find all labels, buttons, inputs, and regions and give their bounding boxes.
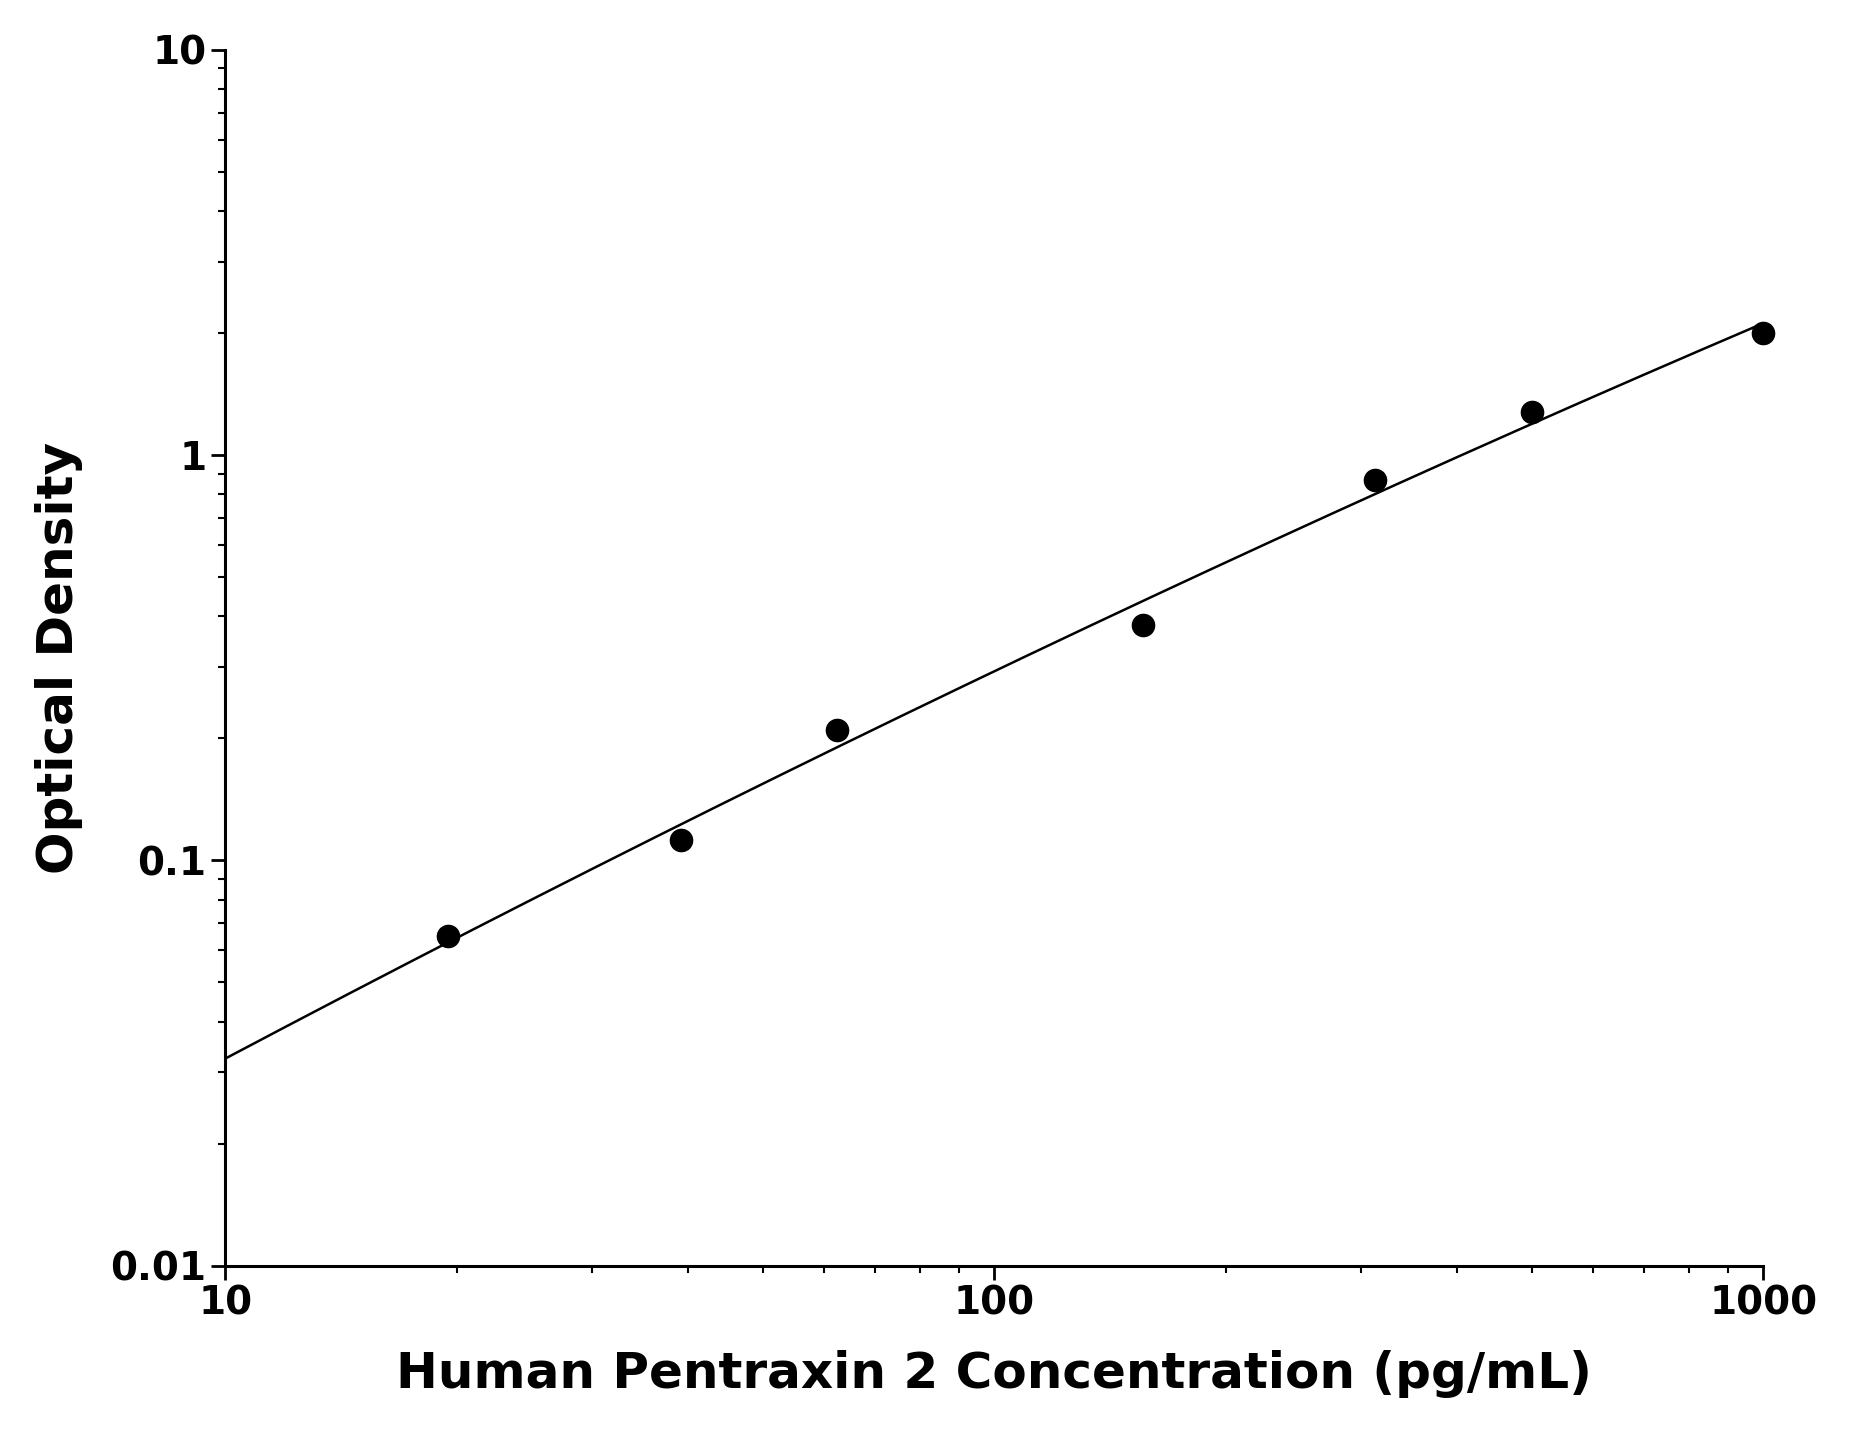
- Point: [1517, 400, 1546, 423]
- Point: [1359, 469, 1389, 492]
- Point: [667, 830, 696, 853]
- Point: [1128, 613, 1158, 636]
- Point: [433, 924, 463, 947]
- Y-axis label: Optical Density: Optical Density: [35, 441, 83, 874]
- X-axis label: Human Pentraxin 2 Concentration (pg/mL): Human Pentraxin 2 Concentration (pg/mL): [396, 1350, 1593, 1399]
- Point: [822, 718, 852, 741]
- Point: [1748, 321, 1778, 344]
